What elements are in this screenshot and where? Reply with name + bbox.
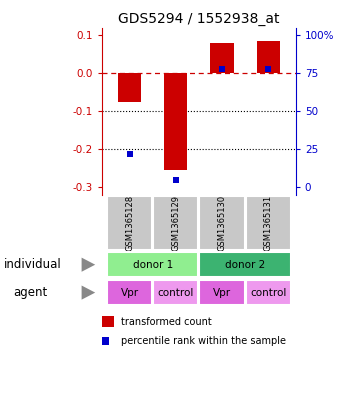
Bar xyxy=(199,280,244,305)
Text: GSM1365128: GSM1365128 xyxy=(125,195,134,251)
Bar xyxy=(164,73,187,170)
Text: GSM1365130: GSM1365130 xyxy=(218,195,226,251)
Bar xyxy=(199,252,291,277)
Bar xyxy=(107,252,199,277)
Bar xyxy=(245,196,291,250)
Text: Vpr: Vpr xyxy=(213,288,231,298)
Text: control: control xyxy=(158,288,194,298)
Text: donor 1: donor 1 xyxy=(133,260,173,270)
Text: transformed count: transformed count xyxy=(121,317,211,327)
Text: control: control xyxy=(250,288,286,298)
Bar xyxy=(245,280,291,305)
Text: Vpr: Vpr xyxy=(121,288,139,298)
Bar xyxy=(153,196,199,250)
Text: individual: individual xyxy=(3,258,61,271)
Text: agent: agent xyxy=(14,286,48,299)
Bar xyxy=(257,41,279,73)
Text: GSM1365131: GSM1365131 xyxy=(264,195,273,251)
Bar xyxy=(153,280,199,305)
Text: donor 2: donor 2 xyxy=(225,260,265,270)
Bar xyxy=(107,280,152,305)
Bar xyxy=(107,196,152,250)
Text: percentile rank within the sample: percentile rank within the sample xyxy=(121,336,286,346)
Bar xyxy=(199,196,244,250)
Title: GDS5294 / 1552938_at: GDS5294 / 1552938_at xyxy=(118,13,279,26)
Bar xyxy=(118,73,141,102)
Text: GSM1365129: GSM1365129 xyxy=(171,195,180,251)
Bar xyxy=(210,43,234,73)
